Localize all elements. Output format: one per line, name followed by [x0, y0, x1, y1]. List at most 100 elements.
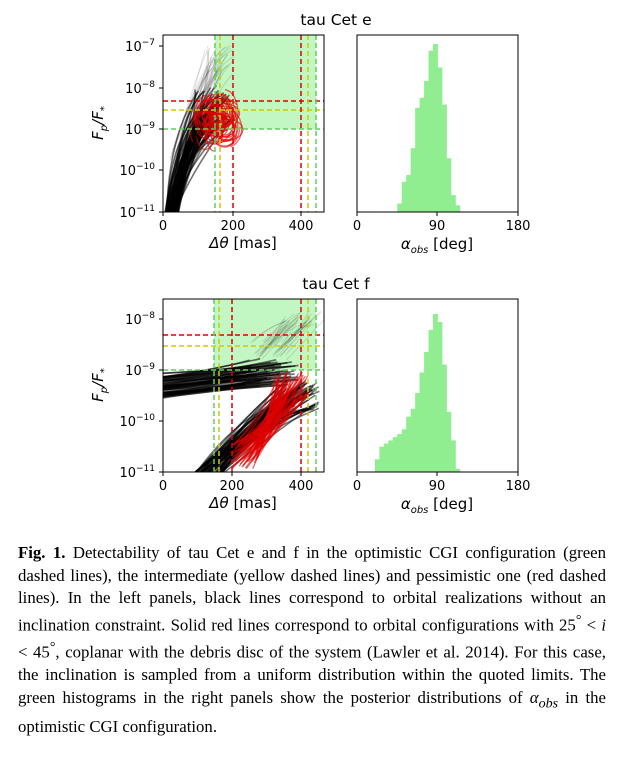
trajectory-e-faint-5: [179, 47, 231, 178]
xtick-label-e-0: 0: [159, 219, 167, 234]
caption-text-3: in the optimistic CGI configuration.: [18, 687, 606, 736]
trajectory-f-faint-29: [259, 321, 298, 355]
trajectory-e-faint-38: [170, 54, 217, 155]
x-axis-label-f: Δθ [mas]: [208, 494, 277, 512]
trajectory-e-inclined-43: [204, 109, 231, 137]
scatter-plot-f: 10−8 10−9 10−10 10−11 0 200 400 Δθ [mas]…: [89, 298, 325, 512]
hist-f-bar-0: [374, 459, 380, 472]
trajectory-f-band-55: [163, 377, 288, 388]
trajectory-f-band-7: [163, 374, 282, 393]
histogram-e: 0 90 180 αobs [deg]: [353, 34, 530, 256]
trajectory-f-faint-9: [285, 322, 312, 356]
trajectory-e-faint-6: [183, 66, 208, 163]
hist-f-bar-12: [428, 329, 434, 472]
ytick-label-f-1: 10−8: [125, 311, 155, 328]
trajectory-f-faint-27: [280, 310, 310, 350]
hist-f-bar-8: [410, 408, 416, 472]
hist-f-bar-11: [424, 351, 429, 472]
hist-e-bar-3: [410, 148, 416, 212]
trajectory-e-faint-7: [173, 48, 206, 172]
trajectory-e-faint-20: [188, 69, 218, 165]
axes-frame-e-left: [162, 34, 325, 213]
xtick-label-e-200: 200: [221, 219, 246, 234]
trajectory-e-faint-39: [181, 74, 216, 177]
y-axis-label-e: Fp/F*: [89, 106, 110, 140]
xtick-label-f-0: 0: [159, 479, 167, 494]
y-ticks-f: [159, 318, 163, 473]
trajectory-e-faint-18: [172, 59, 217, 167]
figure-1: tau Cet e: [89, 11, 530, 516]
trajectory-f-faint-24: [272, 319, 299, 356]
trajectory-e-faint-37: [181, 45, 231, 151]
trajectory-e-faint-10: [178, 56, 215, 163]
trajectory-e-faint-2: [181, 47, 210, 168]
trajectory-f-inclined-54: [253, 381, 294, 442]
histogram-f: 0 90 180 αobs [deg]: [353, 298, 530, 516]
trajectory-f-faint-8: [257, 315, 286, 360]
scatter-plot-e: 10−7 10−8 10−9 10−10 10−11 0 200 400 Δθ …: [89, 34, 325, 252]
trajectory-f-faint-18: [250, 320, 287, 344]
ytick-label-e-2: 10−8: [125, 80, 155, 97]
hist-f-bar-1: [379, 446, 385, 472]
trajectory-e-faint-28: [183, 56, 212, 165]
xtick-label-f-400: 400: [289, 479, 314, 494]
hist-f-bar-6: [401, 429, 407, 472]
trajectory-f-faint-7: [263, 310, 302, 343]
hist-f-bar-9: [415, 393, 421, 472]
ytick-label-e-5: 10−11: [119, 204, 155, 221]
ytick-label-f-4: 10−11: [119, 464, 155, 481]
hist-e-bar-5: [419, 97, 425, 212]
hist-e-bar-9: [437, 67, 443, 213]
trajectory-f-faint-19: [274, 317, 311, 354]
trajectory-f-inclined-59: [252, 377, 280, 470]
trajectory-e-faint-14: [175, 73, 217, 153]
trajectory-e-inclined-23: [203, 117, 238, 143]
trajectory-e-faint-23: [175, 66, 224, 165]
axes-frame-f-left: [162, 298, 325, 473]
hist-e-bar-6: [424, 80, 429, 213]
histogram-bars-f: [374, 314, 461, 472]
trajectory-e-faint-9: [169, 67, 213, 159]
caption-degree-2: °: [49, 639, 56, 655]
trajectory-e-faint-27: [174, 55, 235, 164]
caption-inclination: i: [601, 615, 606, 635]
trajectory-f-inclined-53: [231, 370, 288, 454]
trajectory-f-faint-26: [261, 315, 299, 360]
hist-f-bar-5: [397, 434, 403, 472]
caption-degree-1: °: [575, 612, 582, 628]
hist-f-bar-14: [437, 321, 443, 472]
trajectory-f-inclined-29: [233, 373, 281, 446]
ytick-label-e-4: 10−10: [119, 162, 155, 179]
trajectory-f-faint-25: [282, 310, 322, 348]
caption-text-1: Detectability of tau Cet e and f in the …: [18, 543, 606, 635]
hist-f-bar-16: [446, 411, 452, 472]
hist-e-bar-1: [401, 181, 407, 212]
hist-f-bar-7: [406, 416, 412, 472]
trajectory-f-inclined-55: [240, 391, 290, 446]
caption-lt-1: <: [581, 615, 602, 635]
trajectory-e-faint-34: [169, 49, 234, 162]
hist-x-label-f: αobs [deg]: [401, 495, 473, 516]
x-ticks-f: [162, 472, 302, 476]
hist-e-bar-13: [455, 205, 461, 212]
caption-lt-2: < 45: [18, 642, 50, 662]
xtick-label-e-hist-90: 90: [429, 219, 446, 234]
xtick-label-e-hist-0: 0: [353, 219, 361, 234]
ytick-label-e-3: 10−9: [125, 121, 155, 138]
y-axis-label-f: Fp/F*: [89, 368, 110, 402]
trajectory-e-68: [177, 87, 212, 212]
caption-alpha: α: [529, 687, 539, 707]
hist-f-bar-17: [450, 440, 456, 472]
red-trajectories-f: [231, 369, 310, 470]
trajectory-f-faint-12: [256, 322, 293, 357]
ytick-label-e-1: 10−7: [125, 38, 155, 55]
panel-title-f: tau Cet f: [302, 275, 370, 293]
trajectory-e-faint-33: [181, 66, 220, 152]
figure-caption: Fig. 1. Detectability of tau Cet e and f…: [18, 542, 606, 738]
trajectory-e-inclined-41: [209, 94, 231, 127]
xtick-label-f-hist-90: 90: [429, 479, 446, 494]
hist-e-bar-7: [428, 50, 434, 212]
trajectory-f-faint-6: [255, 324, 289, 354]
trajectory-f-faint-33: [285, 320, 324, 361]
trajectory-f-faint-30: [280, 324, 314, 343]
